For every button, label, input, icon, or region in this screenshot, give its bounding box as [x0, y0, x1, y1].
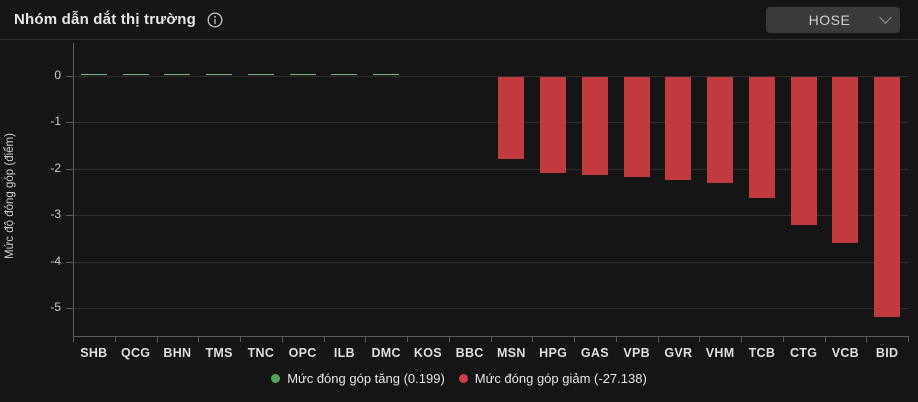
- x-label-TCB: TCB: [748, 346, 776, 360]
- x-label-OPC: OPC: [288, 346, 317, 360]
- bar-GAS[interactable]: [581, 76, 608, 176]
- bar-SHB[interactable]: [80, 73, 107, 76]
- chart-legend: Mức đóng góp tăng (0.199) Mức đóng góp g…: [0, 371, 918, 386]
- bar-MSN[interactable]: [498, 76, 525, 160]
- x-tick-mark: [824, 337, 826, 342]
- bar-TNC[interactable]: [247, 73, 274, 76]
- y-tick-label: -1: [50, 114, 61, 128]
- x-label-KOS: KOS: [413, 346, 442, 360]
- x-label-VPB: VPB: [623, 346, 650, 360]
- x-tick-mark: [574, 337, 575, 342]
- x-label-TNC: TNC: [247, 346, 275, 360]
- legend-up-label: Mức đóng góp tăng (0.199): [287, 371, 445, 386]
- exchange-dropdown-value: HOSE: [808, 11, 851, 28]
- x-label-ILB: ILB: [333, 346, 355, 360]
- y-tick-mark: [66, 75, 73, 77]
- y-tick-mark: [66, 168, 73, 170]
- y-tick-mark: [66, 215, 73, 216]
- legend-item-down[interactable]: Mức đóng góp giảm (-27.138): [458, 371, 647, 386]
- bar-QCG[interactable]: [122, 73, 149, 76]
- chevron-down-icon: [879, 11, 892, 24]
- y-tick-label: -5: [50, 300, 61, 314]
- gridline: [73, 75, 908, 77]
- bar-BID[interactable]: [874, 76, 901, 318]
- y-tick-mark: [66, 261, 73, 263]
- info-icon[interactable]: [206, 11, 224, 29]
- y-tick-label: -4: [50, 253, 61, 268]
- x-label-CTG: CTG: [789, 346, 818, 360]
- y-axis-line: [73, 43, 74, 336]
- x-label-MSN: MSN: [497, 346, 526, 360]
- legend-down-dot-icon: [458, 374, 468, 383]
- x-tick-mark: [657, 337, 659, 342]
- legend-up-dot-icon: [271, 374, 281, 383]
- bar-VPB[interactable]: [623, 76, 650, 177]
- x-label-QCG: QCG: [120, 346, 151, 360]
- bar-TMS[interactable]: [206, 73, 233, 76]
- legend-item-up[interactable]: Mức đóng góp tăng (0.199): [271, 371, 445, 386]
- gridline: [73, 215, 908, 216]
- gridline: [73, 261, 908, 263]
- x-tick-mark: [908, 337, 909, 342]
- x-tick-mark: [240, 337, 241, 342]
- bar-BHN[interactable]: [164, 73, 191, 76]
- bar-OPC[interactable]: [289, 73, 316, 76]
- bar-DMC[interactable]: [373, 73, 400, 76]
- x-label-GAS: GAS: [580, 346, 609, 360]
- bar-CTG[interactable]: [790, 76, 817, 226]
- x-label-BID: BID: [875, 346, 899, 360]
- gridline: [73, 168, 908, 170]
- panel-header: Nhóm dẫn dắt thị trường HOSE: [0, 0, 918, 40]
- x-tick-mark: [741, 337, 742, 342]
- x-tick-mark: [490, 337, 492, 342]
- y-axis-title: Mức độ đóng góp (điểm): [4, 133, 16, 259]
- y-tick-label: 0: [54, 67, 61, 82]
- x-label-DMC: DMC: [371, 346, 401, 360]
- gridline: [73, 122, 908, 123]
- contribution-bar-chart: Mức độ đóng góp (điểm) 0 -1 -2 -3 -4 -5 SHB QC…: [0, 40, 918, 402]
- x-label-BBC: BBC: [455, 346, 484, 360]
- y-tick-mark: [66, 122, 73, 123]
- x-label-GVR: GVR: [664, 346, 693, 360]
- x-label-SHB: SHB: [80, 346, 108, 360]
- x-tick-mark: [156, 337, 158, 342]
- bar-ILB[interactable]: [331, 73, 358, 76]
- x-tick-mark: [407, 337, 408, 342]
- y-tick-mark: [66, 308, 73, 309]
- bar-VHM[interactable]: [707, 76, 734, 183]
- x-tick-mark: [782, 337, 784, 342]
- x-label-VHM: VHM: [705, 346, 735, 360]
- bar-GVR[interactable]: [665, 76, 692, 180]
- bar-VCB[interactable]: [832, 76, 859, 243]
- x-tick-mark: [532, 337, 534, 342]
- x-label-HPG: HPG: [539, 346, 568, 360]
- x-tick-mark: [114, 337, 116, 342]
- y-tick-label: -2: [50, 160, 61, 175]
- y-tick-label: -3: [50, 207, 61, 221]
- gridline: [73, 308, 908, 309]
- x-tick-mark: [281, 337, 283, 342]
- bar-HPG[interactable]: [540, 76, 567, 174]
- legend-down-label: Mức đóng góp giảm (-27.138): [474, 371, 647, 386]
- x-label-BHN: BHN: [163, 346, 192, 360]
- x-tick-mark: [365, 337, 367, 342]
- x-label-VCB: VCB: [831, 346, 860, 360]
- x-tick-mark: [323, 337, 325, 342]
- x-tick-mark: [615, 337, 617, 342]
- x-tick-mark: [699, 337, 701, 342]
- x-label-TMS: TMS: [205, 346, 233, 360]
- x-tick-mark: [866, 337, 868, 342]
- x-tick-mark: [73, 337, 74, 342]
- panel-title: Nhóm dẫn dắt thị trường: [14, 11, 196, 28]
- exchange-dropdown[interactable]: HOSE: [766, 6, 900, 33]
- x-tick-mark: [448, 337, 450, 342]
- bar-TCB[interactable]: [748, 76, 775, 198]
- x-axis-line: [73, 336, 909, 337]
- x-tick-mark: [198, 337, 200, 342]
